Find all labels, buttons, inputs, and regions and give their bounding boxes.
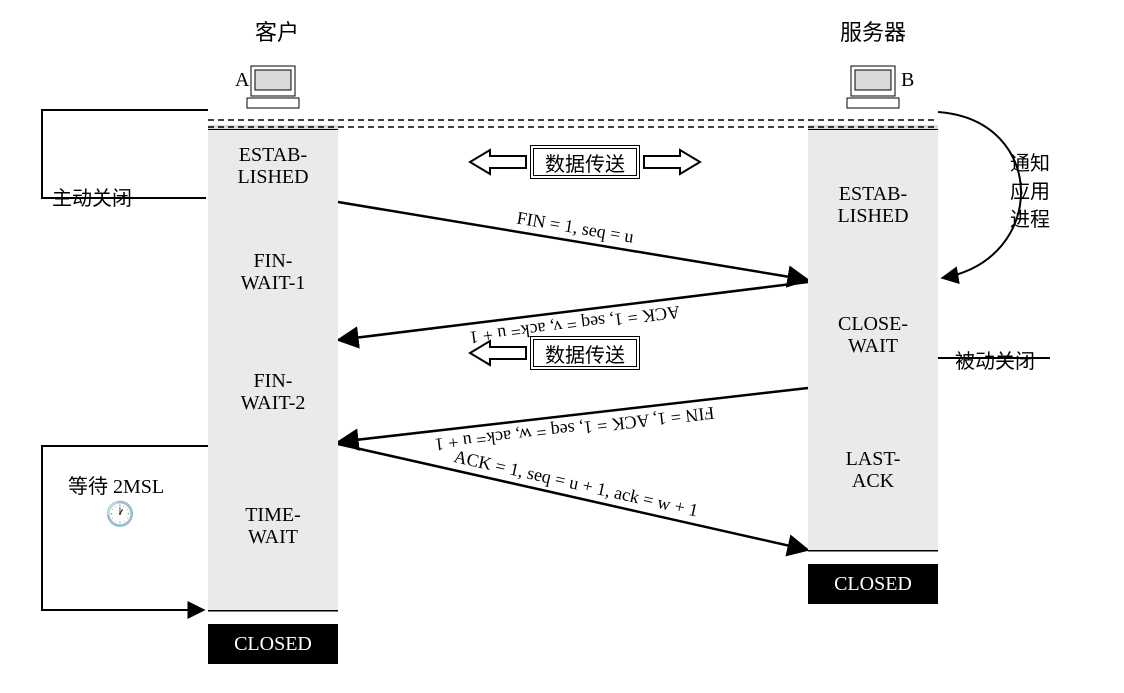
server-state-2: LAST-ACK (808, 390, 938, 550)
svg-text:B: B (901, 69, 914, 91)
active-close-label: 主动关闭 (52, 182, 132, 211)
passive-close-label: 被动关闭 (955, 345, 1035, 374)
msg-label-2: FIN = 1, ACK = 1, seq = w, ack= u + 1 (434, 403, 716, 455)
msg-label-3: ACK = 1, seq = u + 1, ack = w + 1 (452, 446, 700, 520)
notify-app-label: 通知 应用 进程 (1010, 150, 1050, 234)
client-state-1: FIN-WAIT-1 (208, 202, 338, 342)
clock-icon: 🕐 (105, 500, 135, 529)
server-closed: CLOSED (808, 564, 938, 604)
server-state-1: CLOSE-WAIT (808, 280, 938, 390)
data-transfer-0: 数据传送 (530, 145, 640, 179)
client-state-3: TIME-WAIT (208, 442, 338, 610)
client-state-2: FIN-WAIT-2 (208, 342, 338, 442)
server-header: 服务器 (840, 15, 906, 47)
client-state-0: ESTAB-LISHED (208, 130, 338, 202)
data-transfer-1: 数据传送 (530, 336, 640, 370)
client-header: 客户 (255, 15, 299, 47)
server-state-0: ESTAB-LISHED (808, 130, 938, 280)
wait-2msl-label: 等待 2MSL (68, 470, 164, 499)
tcp-close-diagram: ABFIN = 1, seq = uACK = 1, seq = v, ack=… (0, 0, 1124, 693)
svg-text:A: A (235, 69, 250, 91)
client-closed: CLOSED (208, 624, 338, 664)
